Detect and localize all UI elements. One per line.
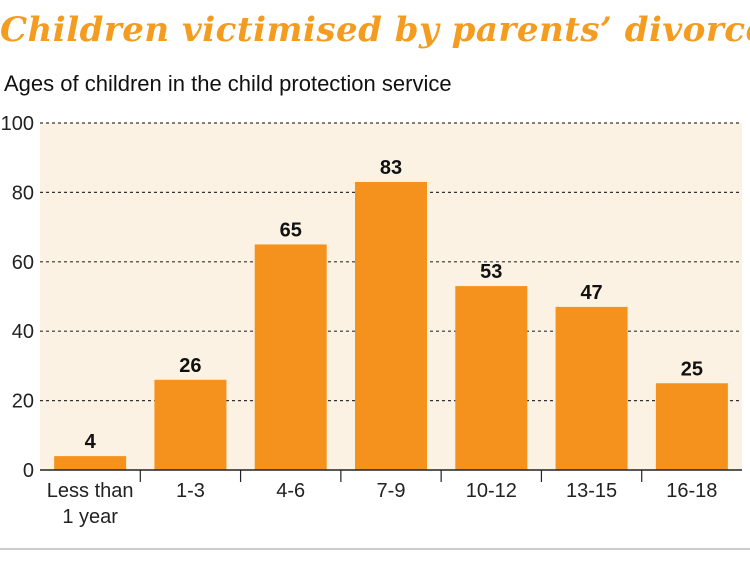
y-tick-label: 20 — [12, 391, 34, 413]
bar — [254, 244, 327, 470]
x-tick-label: 10-12 — [466, 480, 517, 502]
data-label: 4 — [85, 431, 97, 453]
bar — [655, 383, 728, 470]
bar — [455, 286, 528, 470]
x-tick-label: 13-15 — [566, 480, 617, 502]
data-label: 26 — [179, 355, 201, 377]
bar — [154, 379, 227, 470]
x-tick-label: 7-9 — [377, 480, 406, 502]
bar — [355, 181, 427, 471]
bar — [54, 456, 127, 470]
bar — [555, 306, 628, 470]
x-tick-label: 16-18 — [666, 480, 717, 502]
data-label: 47 — [580, 282, 602, 304]
data-label: 53 — [480, 261, 502, 283]
data-label: 25 — [681, 358, 703, 380]
data-label: 83 — [380, 157, 402, 179]
x-tick-label: 1 year — [62, 506, 118, 528]
y-tick-label: 0 — [23, 460, 34, 482]
x-tick-label: 1-3 — [176, 480, 205, 502]
chart-title: Children victimised by parents’ divorce — [0, 10, 750, 50]
x-tick-label: Less than — [47, 480, 134, 502]
y-tick-label: 60 — [12, 252, 34, 274]
x-tick-label: 4-6 — [276, 480, 305, 502]
y-tick-label: 80 — [12, 182, 34, 204]
y-tick-label: 100 — [1, 113, 34, 135]
data-label: 65 — [280, 219, 302, 241]
chart-subtitle: Ages of children in the child protection… — [4, 71, 452, 96]
y-tick-label: 40 — [12, 321, 34, 343]
